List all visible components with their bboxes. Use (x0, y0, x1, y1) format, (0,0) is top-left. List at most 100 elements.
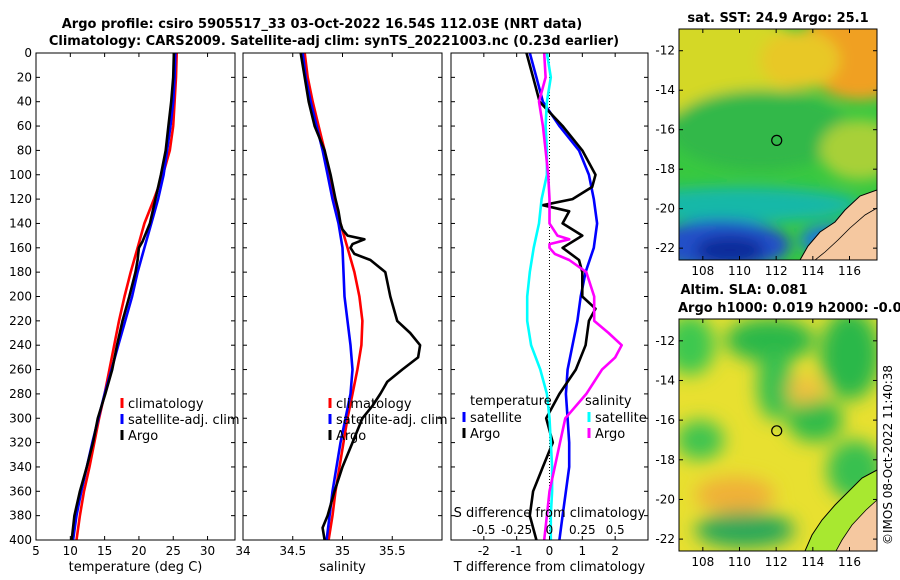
depth-tick-label: 120 (9, 192, 32, 206)
salinity-difference-tick-label: -0.25 (501, 523, 532, 537)
sla-map-lon-label: 108 (691, 555, 714, 569)
difference-legend-temperature-label: Argo (470, 427, 500, 442)
difference-salinity-satellite-line (525, 52, 554, 540)
temperature-xtick-label: 20 (131, 544, 146, 558)
salinity-difference-tick-label: 0.25 (569, 523, 596, 537)
difference-xtick-label: -1 (511, 544, 523, 558)
sst-map-lat-label: -12 (655, 44, 675, 58)
temperature-panel: 0 20 40 60 80 100 120 140 160 180 200 220 240 260 280 3… (9, 46, 240, 575)
temperature-argo-line (70, 52, 176, 541)
temperature-legend-label: satellite-adj. clim (128, 413, 240, 428)
temperature-legend-label: Argo (128, 429, 158, 444)
sst-map-title: sat. SST: 24.9 Argo: 25.1 (687, 11, 868, 26)
salinity-legend-label: satellite-adj. clim (336, 413, 448, 428)
temperature-difference-xlabel: T difference from climatology (453, 560, 646, 575)
temperature-xtick-label: 15 (97, 544, 112, 558)
sla-map-lat-label: -14 (655, 373, 675, 387)
difference-legend-temperature-label: satellite (470, 411, 522, 426)
depth-tick-label: 340 (9, 460, 32, 474)
sst-cool-patch (679, 187, 860, 223)
salinity-xlabel: salinity (319, 560, 366, 575)
depth-tick-label: 240 (9, 338, 32, 352)
sla-map-frame (678, 318, 878, 552)
sla-map-lon-label: 114 (801, 555, 824, 569)
sla-land-interior (835, 499, 877, 551)
temperature-xtick-label: 10 (63, 544, 78, 558)
difference-legend-temperature-header: temperature (470, 394, 552, 409)
salinity-xtick-label: 34.5 (279, 544, 306, 558)
sla-map-lon-label: 110 (728, 555, 751, 569)
difference-legend-salinity-header: salinity (585, 394, 632, 409)
temperature-xtick-label: 25 (166, 544, 181, 558)
depth-tick-label: 80 (17, 143, 32, 157)
figure-title-line2: Climatology: CARS2009. Satellite-adj cli… (49, 34, 619, 49)
difference-temperature-argo-line (525, 52, 597, 541)
depth-tick-label: 380 (9, 509, 32, 523)
sla-orange-patch (695, 477, 775, 513)
salinity-satellite-line (301, 52, 354, 541)
sst-cool-patch (695, 236, 765, 260)
sst-map-frame (678, 28, 878, 261)
sst-warm-patch (820, 120, 877, 180)
sst-map-lon-label: 112 (765, 264, 788, 278)
depth-tick-label: 360 (9, 484, 32, 498)
sst-map-lat-label: -14 (655, 83, 675, 97)
sst-map-lon-label: 116 (838, 264, 861, 278)
salinity-xtick-label: 35.5 (379, 544, 406, 558)
salinity-difference-tick-label: -0.5 (472, 523, 495, 537)
depth-tick-label: 280 (9, 387, 32, 401)
sla-map-lat-label: -12 (655, 334, 675, 348)
depth-tick-label: 300 (9, 411, 32, 425)
depth-tick-label: 0 (24, 46, 32, 60)
salinity-difference-tick-label: 0.5 (606, 523, 625, 537)
sla-map-lat-label: -22 (655, 532, 675, 546)
salinity-argo-line (299, 52, 422, 541)
imos-credit: ©IMOS 08-Oct-2022 11:40:38 (881, 365, 895, 545)
depth-tick-label: 160 (9, 241, 32, 255)
sla-map-lon-label: 112 (765, 555, 788, 569)
figure-title-line1: Argo profile: csiro 5905517_33 03-Oct-20… (62, 17, 583, 32)
sst-map-lon-label: 110 (728, 264, 751, 278)
sla-green-patch (679, 420, 724, 460)
difference-legend-salinity-label: Argo (595, 427, 625, 442)
sst-coastline (814, 207, 877, 260)
depth-tick-label: 140 (9, 216, 32, 230)
salinity-legend-label: climatology (336, 397, 412, 412)
temperature-climatology-line (75, 52, 178, 541)
difference-salinity-argo-line (537, 52, 623, 541)
salinity-xtick-label: 34 (235, 544, 250, 558)
depth-tick-label: 40 (17, 95, 32, 109)
difference-legend-salinity-label: satellite (595, 411, 647, 426)
sla-orange-patch (787, 376, 823, 404)
sst-map-axes: 108 110 112 114 116 -12 -14 -16 -18 -20 -22 (655, 29, 877, 278)
temperature-frame (35, 52, 236, 541)
sst-map (679, 29, 877, 260)
sla-map-title-line1: Altim. SLA: 0.081 (681, 283, 808, 298)
depth-tick-label: 260 (9, 363, 32, 377)
sst-map-lat-label: -18 (655, 162, 675, 176)
sla-green-patch (787, 398, 843, 442)
salinity-difference-xlabel: S difference from climatology (454, 506, 646, 521)
sst-map-lat-label: -16 (655, 123, 675, 137)
salinity-panel: 34 34.5 35 35.5 salinity climatologysatellite… (235, 52, 448, 575)
sla-map-title-line2: Argo h1000: 0.019 h2000: -0.0037 (678, 301, 900, 316)
sla-map-axes: 108 110 112 114 116 -12 -14 -16 -18 -20 -22 (655, 319, 877, 569)
sla-map-lat-label: -16 (655, 413, 675, 427)
sla-argo-marker (771, 425, 783, 437)
sla-green-patch (679, 319, 715, 375)
sst-map-lat-label: -20 (655, 202, 675, 216)
salinity-legend-label: Argo (336, 429, 366, 444)
depth-tick-label: 100 (9, 168, 32, 182)
depth-tick-label: 320 (9, 436, 32, 450)
sla-green-patch (820, 319, 877, 400)
salinity-difference-tick-label: 0 (546, 523, 554, 537)
difference-xtick-label: 0 (546, 544, 554, 558)
sst-argo-marker (771, 134, 783, 146)
depth-tick-label: 200 (9, 290, 32, 304)
sst-map-lon-label: 108 (691, 264, 714, 278)
difference-xtick-label: -2 (478, 544, 490, 558)
sla-green-patch (695, 512, 795, 548)
sla-map-lat-label: -18 (655, 453, 675, 467)
difference-temperature-satellite-line (528, 52, 599, 541)
